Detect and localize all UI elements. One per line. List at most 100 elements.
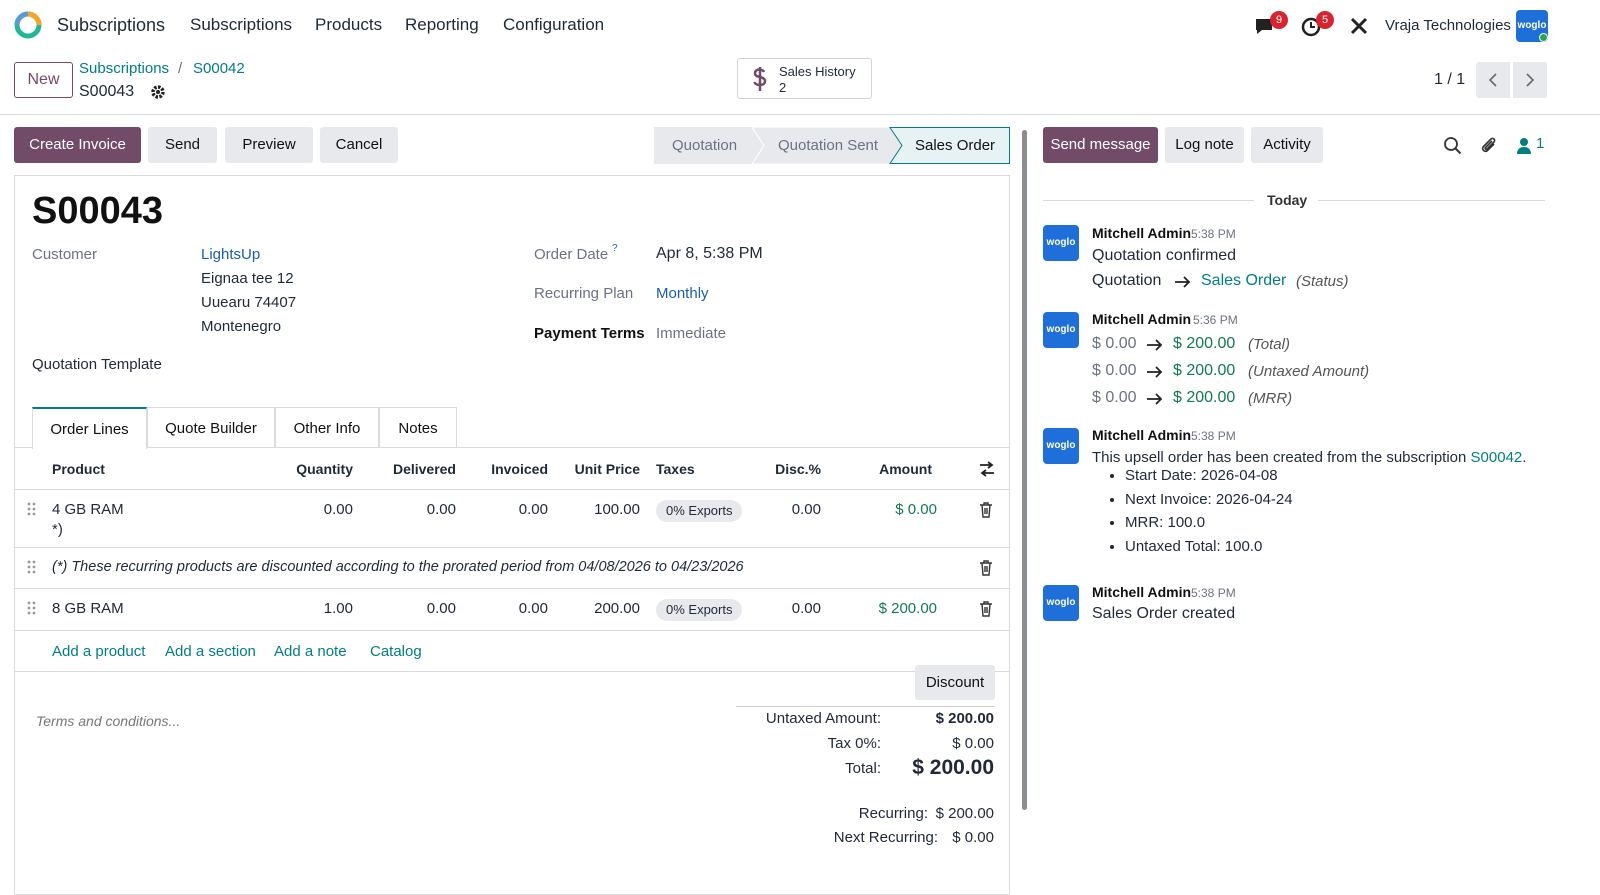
cell[interactable]: 100.00 (594, 501, 640, 518)
delete-icon[interactable] (979, 601, 993, 617)
drag-handle[interactable] (27, 601, 37, 617)
help-tooltip[interactable]: ? (612, 243, 618, 254)
cell[interactable]: 0.00 (518, 501, 548, 518)
create-invoice-button[interactable]: Create Invoice (14, 127, 141, 163)
cell[interactable]: 0.00 (518, 600, 548, 617)
activity-button[interactable]: Activity (1251, 127, 1323, 163)
add-line-link[interactable]: Catalog (370, 643, 422, 660)
menu-item[interactable]: Products (315, 15, 383, 34)
followers-icon[interactable] (1516, 137, 1532, 155)
status-step[interactable]: Quotation (672, 137, 738, 154)
tracking-field: (Status) (1296, 273, 1349, 290)
author-avatar[interactable]: woglo (1043, 428, 1079, 464)
cell[interactable]: 0.00 (323, 501, 353, 518)
cell[interactable]: 0.00 (791, 600, 821, 617)
delete-icon[interactable] (979, 560, 993, 576)
cell[interactable]: 1.00 (323, 600, 353, 617)
pager-next[interactable] (1513, 62, 1547, 98)
tools-icon[interactable] (1350, 17, 1368, 35)
send-message-button[interactable]: Send message (1043, 127, 1158, 163)
product-name[interactable]: 8 GB RAM (52, 600, 124, 617)
note-line[interactable]: (*) These recurring products are discoun… (52, 559, 744, 575)
column-header[interactable]: Product (52, 461, 105, 477)
breadcrumb[interactable]: Subscriptions (79, 60, 170, 77)
preview-button[interactable]: Preview (225, 127, 313, 163)
tax-tag[interactable]: 0% Exports (656, 500, 743, 522)
author-avatar[interactable]: woglo (1043, 312, 1079, 348)
arrow-icon (1147, 393, 1163, 405)
cancel-button[interactable]: Cancel (320, 127, 398, 163)
product-name[interactable]: 4 GB RAM (52, 501, 124, 518)
order-date[interactable]: Apr 8, 5:38 PM (656, 245, 763, 262)
column-header[interactable]: Invoiced (491, 461, 548, 477)
drag-handle[interactable] (27, 560, 37, 576)
status-step-active[interactable]: Sales Order (915, 137, 996, 154)
payment-terms[interactable]: Immediate (656, 325, 727, 342)
send-button[interactable]: Send (148, 127, 217, 163)
app-logo[interactable] (14, 11, 42, 39)
status-step[interactable]: Quotation Sent (778, 137, 879, 154)
cell[interactable]: 0.00 (426, 501, 456, 518)
new-button[interactable]: New (14, 62, 73, 98)
terms-placeholder[interactable]: Terms and conditions... (36, 713, 181, 729)
attachment-icon[interactable] (1479, 135, 1499, 157)
log-note-button[interactable]: Log note (1165, 127, 1244, 163)
gear-icon[interactable] (150, 84, 166, 100)
author[interactable]: Mitchell Admin (1092, 225, 1192, 241)
subscription-link[interactable]: S00042 (1470, 449, 1523, 466)
recurring-plan[interactable]: Monthly (656, 285, 709, 302)
smart-button[interactable] (737, 58, 872, 99)
add-line-link[interactable]: Add a note (274, 643, 347, 660)
author[interactable]: Mitchell Admin (1092, 427, 1192, 443)
author[interactable]: Mitchell Admin (1092, 311, 1192, 327)
author-avatar[interactable]: woglo (1043, 585, 1079, 621)
tab[interactable]: Other Info (275, 407, 379, 448)
column-settings-icon[interactable] (978, 460, 996, 478)
author[interactable]: Mitchell Admin (1092, 584, 1192, 600)
row-border (14, 588, 1010, 589)
add-line-link[interactable]: Add a section (165, 643, 256, 660)
messages-icon[interactable] (1254, 16, 1278, 38)
column-header[interactable]: Taxes (656, 461, 695, 477)
tab-active[interactable]: Order Lines (32, 407, 147, 449)
smart-button-count[interactable]: 2 (779, 80, 787, 95)
menu-item[interactable]: Configuration (503, 15, 605, 34)
breadcrumb[interactable]: S00042 (193, 60, 245, 77)
form-sheet (14, 175, 1010, 895)
customer-link[interactable]: LightsUp (201, 246, 261, 263)
tracking-field: (MRR) (1248, 390, 1293, 407)
company-name[interactable]: Vraja Technologies (1385, 17, 1511, 34)
tax-tag[interactable]: 0% Exports (656, 599, 743, 621)
cell[interactable]: 0.00 (426, 600, 456, 617)
column-header[interactable]: Delivered (392, 461, 456, 477)
address-line: Uuearu 74407 (201, 294, 297, 311)
time: 5:36 PM (1193, 313, 1238, 327)
column-header[interactable]: Amount (879, 461, 932, 477)
tab[interactable]: Quote Builder (147, 407, 275, 448)
column-header[interactable]: Disc.% (775, 461, 821, 477)
menu-item[interactable]: Subscriptions (190, 15, 293, 34)
time: 5:38 PM (1191, 227, 1236, 241)
discount-button[interactable]: Discount (915, 665, 995, 700)
cell[interactable]: 0.00 (791, 501, 821, 518)
pager-prev[interactable] (1476, 62, 1510, 98)
column-header[interactable]: Quantity (296, 461, 353, 477)
tab[interactable]: Notes (379, 407, 457, 448)
column-header[interactable]: Unit Price (574, 461, 640, 477)
menu-item[interactable]: Reporting (405, 15, 479, 34)
total-value: $ 200.00 (935, 710, 994, 727)
followers-count[interactable]: 1 (1536, 135, 1545, 152)
smart-button-label[interactable]: Sales History (779, 64, 856, 79)
message-text: . (1522, 449, 1527, 466)
add-line-link[interactable]: Add a product (52, 643, 146, 660)
message-text: This upsell order has been created from … (1092, 449, 1467, 466)
author-avatar[interactable]: woglo (1043, 225, 1079, 261)
old-value: $ 0.00 (1092, 335, 1137, 352)
drag-handle[interactable] (27, 502, 37, 518)
search-icon[interactable] (1443, 136, 1463, 156)
app-name[interactable]: Subscriptions (57, 15, 166, 35)
cell[interactable]: 200.00 (594, 600, 640, 617)
delete-icon[interactable] (979, 502, 993, 518)
